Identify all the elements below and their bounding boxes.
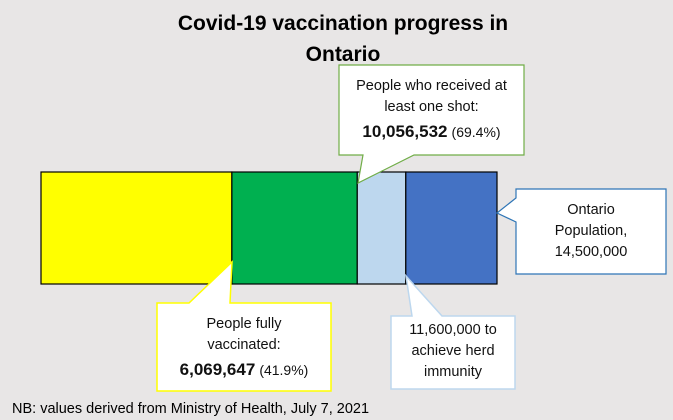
callout-one-shot-line1: People who received at — [356, 78, 507, 94]
footnote: NB: values derived from Ministry of Heal… — [12, 401, 370, 417]
fully-pct: (41.9%) — [259, 362, 309, 378]
one-shot-pct: (69.4%) — [451, 124, 501, 140]
fully-value: 6,069,647 — [179, 360, 256, 379]
bar-segment-2 — [356, 171, 407, 285]
callout-herd-immunity-box — [390, 273, 516, 390]
callout-one-shot: People who received at least one shot: 1… — [339, 76, 524, 144]
callout-herd-immunity: 11,600,000 to achieve herd immunity — [391, 320, 515, 383]
bar-segment-0 — [40, 171, 233, 285]
chart-title: Covid-19 vaccination progress in Ontario — [0, 8, 673, 70]
callout-one-shot-line2: least one shot: — [384, 99, 479, 115]
callout-population-box — [495, 188, 667, 275]
callout-population: Ontario Population, 14,500,000 — [516, 200, 666, 263]
callout-one-shot-box — [338, 64, 525, 185]
fully-line2: vaccinated: — [207, 337, 281, 353]
herd-line2: achieve herd — [411, 343, 495, 359]
bar-segment-3 — [405, 171, 498, 285]
callout-fully-vaccinated: People fully vaccinated: 6,069,647 (41.9… — [157, 314, 331, 382]
herd-line3: immunity — [423, 364, 482, 380]
fully-line1: People fully — [206, 316, 282, 332]
population-line1: Ontario — [567, 202, 615, 218]
title-line-1: Covid-19 vaccination progress in — [177, 12, 509, 35]
herd-line1: 11,600,000 to — [409, 322, 497, 338]
callout-fully-vaccinated-box — [156, 260, 332, 392]
bar-segment-1 — [231, 171, 358, 285]
one-shot-value: 10,056,532 — [362, 122, 448, 141]
population-value: 14,500,000 — [554, 244, 628, 260]
population-line2: Population, — [554, 223, 628, 239]
title-line-2: Ontario — [305, 43, 381, 66]
